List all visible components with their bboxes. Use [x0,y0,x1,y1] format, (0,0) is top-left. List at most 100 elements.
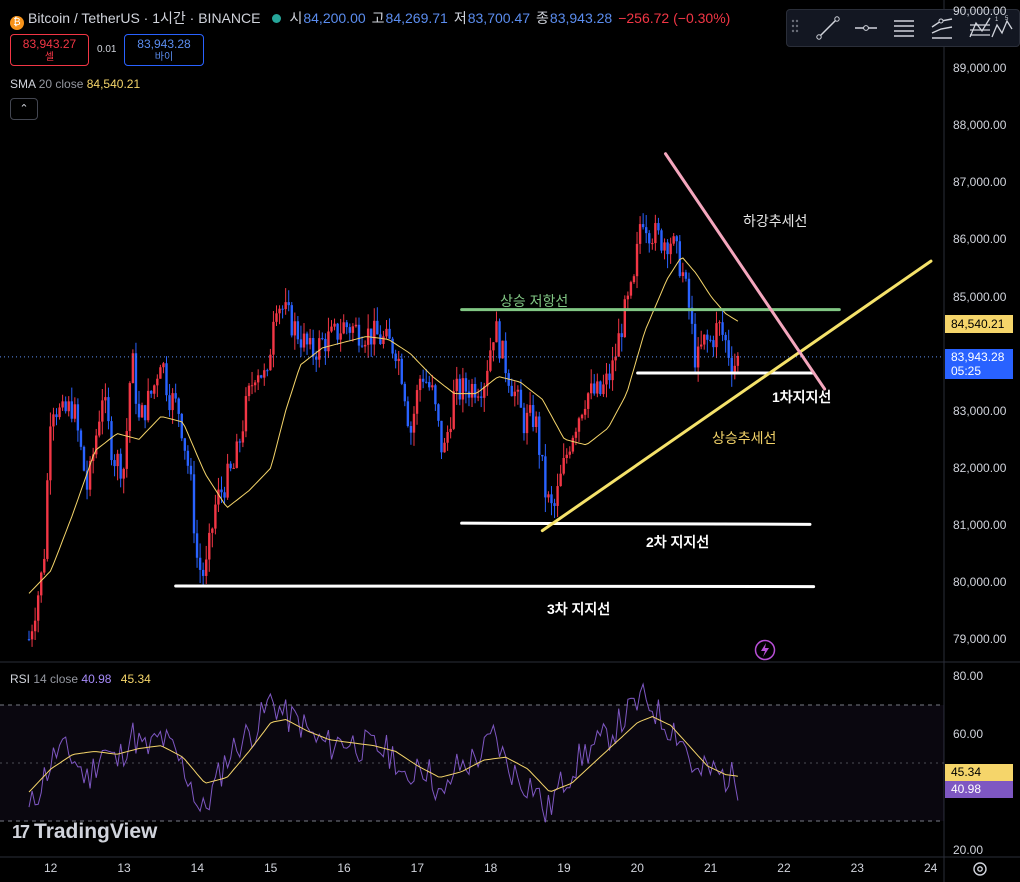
candle-body [397,358,400,362]
candle-body [156,378,159,386]
candle-body [192,474,196,534]
candle-body [657,223,660,231]
candle-body [440,420,443,453]
candle-body [727,340,730,358]
drag-handle-icon[interactable] [791,18,799,38]
candlestick-series [27,213,740,647]
candle-body [305,333,309,345]
time-axis-label: 20 [630,861,644,875]
time-axis-label: 18 [483,861,498,875]
market-status-dot[interactable] [272,14,282,23]
candle-body [238,441,242,443]
candle-body [483,386,486,398]
time-axis-label: 16 [337,861,351,875]
buy-button[interactable]: 83,943.28 바이 [124,34,204,66]
candle-body [394,353,397,362]
rsi-legend[interactable]: RSI 14 close 40.98 45.34 [10,672,151,686]
candle-body [324,338,327,352]
symbol-title[interactable]: Bitcoin / TetherUS · 1시간 · BINANCE [28,10,261,26]
open-value: 84,200.00 [303,10,366,26]
candle-body [580,414,584,419]
candle-body [706,334,709,340]
sma-legend[interactable]: SMA 20 close 84,540.21 [10,77,140,91]
lines-icon[interactable] [891,15,917,41]
candle-body [672,236,675,244]
candle-body [357,324,361,346]
sell-button[interactable]: 83,943.27 셀 [10,34,89,66]
candle-body [348,327,352,333]
rsi-band-fill [0,705,944,821]
candle-body [217,489,220,505]
candle-body [150,390,153,394]
high-label: 고 [371,10,385,26]
candle-body [293,321,297,336]
candle-body [376,320,379,335]
time-axis-label: 17 [410,861,424,875]
candle-body [104,397,107,401]
price-axis-label: 80,000.00 [953,575,1007,589]
symbol-header: ₿ Bitcoin / TetherUS · 1시간 · BINANCE 시84,2… [10,8,736,30]
tradingview-logo[interactable]: 17 TradingView [12,820,157,844]
candle-body [421,378,425,382]
uptrend-line[interactable] [540,259,933,533]
settings-gear-icon[interactable] [972,861,988,877]
candle-body [730,357,733,374]
candle-body [626,295,630,300]
svg-text:5: 5 [1005,16,1009,22]
open-label: 시 [289,10,303,26]
candle-body [174,393,177,399]
candle-body [223,492,226,498]
collapse-legend-button[interactable]: ⌃ [10,98,38,120]
change-value: −256.72 (−0.30%) [618,10,731,26]
candle-body [370,328,373,345]
candle-body [85,470,89,490]
candle-body [501,340,504,359]
lightning-icon[interactable] [754,639,776,661]
candle-body [455,378,458,392]
tv-logo-icon: 17 [12,822,30,842]
candle-body [128,383,132,432]
rsi-name: RSI [10,672,31,686]
price-axis-label: 79,000.00 [953,632,1007,647]
time-axis-label: 21 [703,861,718,875]
downtrend-line[interactable] [664,152,827,391]
candle-body [266,370,269,372]
candle-body [46,480,49,559]
trend-line-icon[interactable] [815,15,841,41]
candle-body [55,414,58,418]
candle-body [538,416,541,455]
sma-name: SMA [10,77,36,91]
candle-body [681,272,685,277]
candle-body [30,631,34,640]
candle-body [79,430,83,447]
channel-icon[interactable] [929,15,955,41]
user-drawings[interactable] [174,152,933,589]
candle-body [247,385,251,397]
candle-body [278,308,281,314]
candle-body [718,322,721,324]
candle-body [690,307,694,324]
horizontal-ray-icon[interactable] [853,15,879,41]
support2-line[interactable] [460,521,812,526]
candle-body [354,324,358,327]
candle-body [299,339,303,348]
candle-body [461,378,465,400]
candle-body [669,243,672,255]
candle-body [379,334,382,345]
candle-body [559,473,562,487]
fib-retracement-icon[interactable] [967,15,993,41]
candle-body [446,432,449,443]
candle-body [229,463,232,469]
candle-body [715,323,718,348]
support3-line[interactable] [174,584,816,589]
candle-body [519,389,523,408]
candle-body [345,322,348,328]
candle-body [342,322,345,334]
sell-price: 83,943.27 [22,37,77,51]
low-label: 저 [453,10,467,26]
candle-body [327,331,330,352]
candle-body [473,383,477,398]
candle-body [290,305,293,336]
